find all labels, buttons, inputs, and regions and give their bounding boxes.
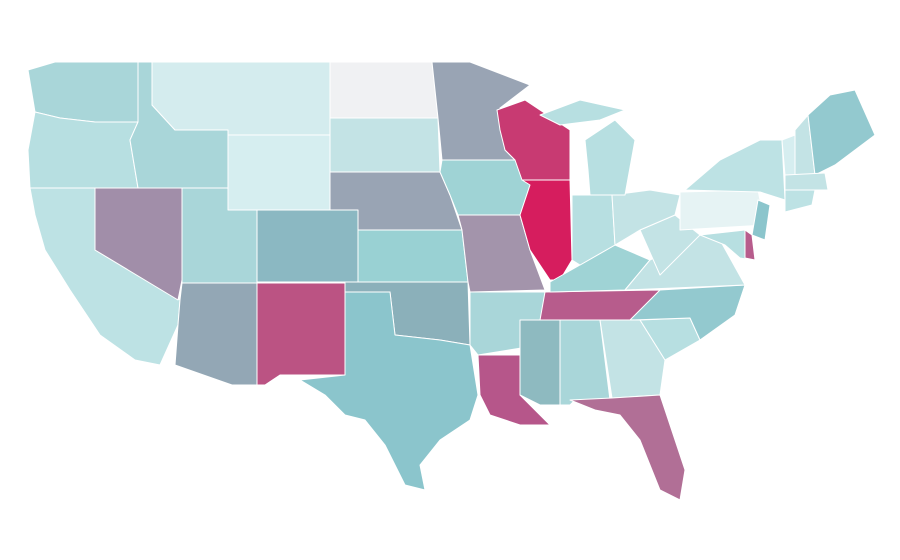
state-region	[751, 199, 771, 241]
state-region	[329, 61, 439, 119]
state-region	[519, 319, 561, 406]
state-region	[227, 134, 331, 211]
state-region	[27, 61, 139, 123]
state-region	[299, 291, 479, 491]
state-region	[569, 394, 686, 501]
state-region	[256, 209, 359, 283]
state-region	[679, 189, 766, 231]
state-region	[784, 172, 829, 191]
state-region	[539, 99, 626, 126]
state-region	[611, 189, 681, 246]
state-region	[699, 229, 753, 261]
state-region	[519, 179, 573, 281]
state-region	[256, 282, 346, 386]
state-region	[27, 111, 139, 189]
state-region	[784, 189, 816, 213]
state-region	[151, 61, 331, 136]
state-region	[744, 229, 756, 261]
state-region	[807, 89, 876, 176]
state-region	[357, 229, 469, 283]
state-region	[329, 117, 441, 173]
state-region	[174, 282, 258, 386]
state-region	[584, 119, 636, 196]
